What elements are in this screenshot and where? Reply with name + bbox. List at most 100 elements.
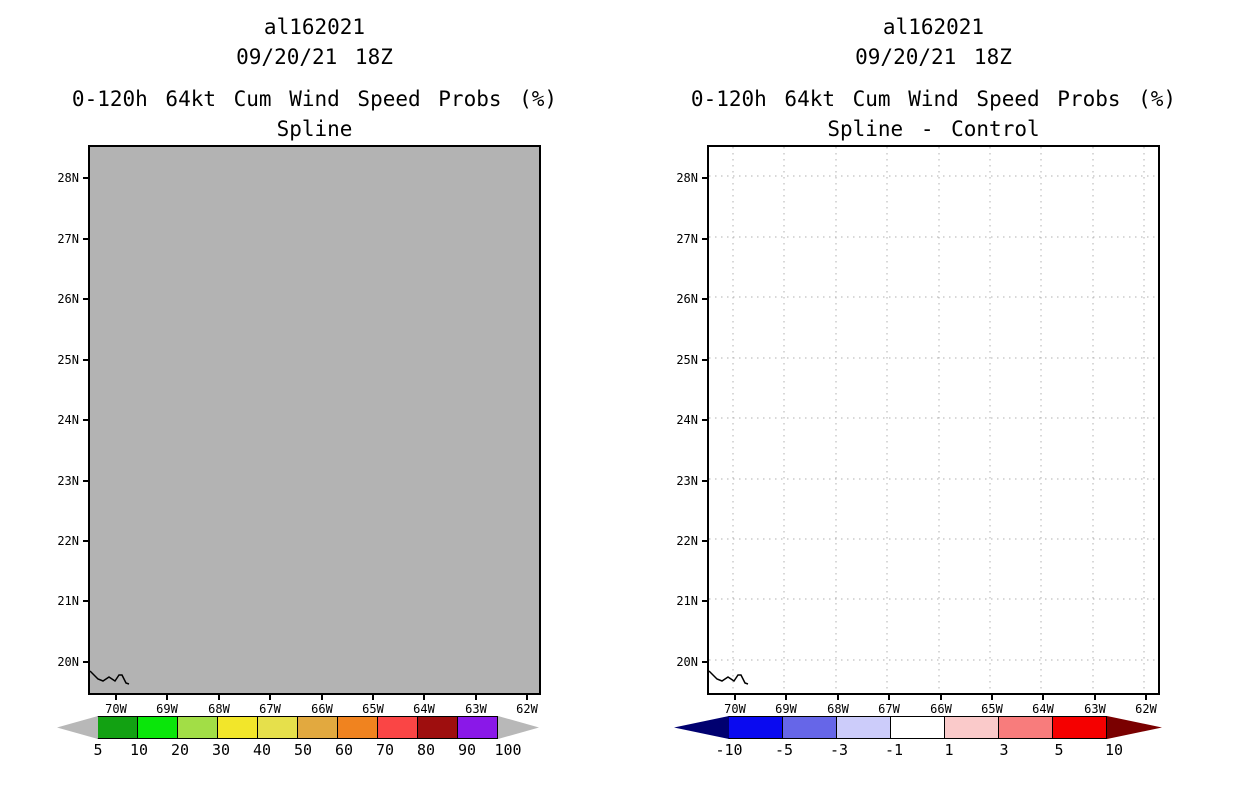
lat-tick-label: 28N (57, 171, 79, 185)
colorbar-segment (998, 716, 1053, 739)
init-time-title: 09/20/21 18Z (855, 45, 1012, 69)
storm-id-title: al162021 (882, 15, 985, 39)
colorbar-tick-label: -10 (715, 741, 743, 759)
lat-tick-label: 23N (676, 474, 698, 488)
colorbar-tick-label: 70 (375, 741, 395, 759)
colorbar-segment (836, 716, 891, 739)
lat-tick-mark (83, 238, 90, 240)
lon-tick-mark (837, 693, 839, 700)
lon-tick-label: 69W (156, 702, 178, 716)
lat-tick-label: 24N (57, 413, 79, 427)
colorbar-segment (782, 716, 837, 739)
product-title: 0-120h 64kt Cum Wind Speed Probs (%) (690, 87, 1177, 111)
lat-tick-mark (702, 661, 709, 663)
lon-tick-label: 64W (413, 702, 435, 716)
colorbar-left-arrow-icon (57, 716, 98, 739)
left-panel: al162021 09/20/21 18Z 0-120h 64kt Cum Wi… (57, 12, 557, 759)
lat-tick-mark (83, 177, 90, 179)
gridlines (709, 147, 1158, 693)
lon-tick-label: 66W (930, 702, 952, 716)
lat-tick-mark (83, 419, 90, 421)
storm-id-title: al162021 (263, 15, 366, 39)
lat-tick-mark (83, 661, 90, 663)
lon-tick-label: 63W (465, 702, 487, 716)
lon-tick-label: 63W (1084, 702, 1106, 716)
colorbar-tick-label: 3 (999, 741, 1009, 759)
lat-tick-label: 25N (676, 353, 698, 367)
lat-tick-label: 22N (57, 534, 79, 548)
lon-tick-mark (372, 693, 374, 700)
colorbar-tick-label: 30 (211, 741, 231, 759)
colorbar-tick-label: -3 (829, 741, 849, 759)
init-time-title: 09/20/21 18Z (236, 45, 393, 69)
lat-tick-mark (702, 238, 709, 240)
lat-tick-mark (83, 359, 90, 361)
lon-tick-mark (1145, 693, 1147, 700)
colorbar-tick-label: 80 (416, 741, 436, 759)
lat-tick-mark (702, 480, 709, 482)
right-title-block: al162021 09/20/21 18Z 0-120h 64kt Cum Wi… (691, 12, 1176, 144)
lat-tick-mark (83, 600, 90, 602)
lat-tick-label: 24N (676, 413, 698, 427)
colorbar-segment (890, 716, 945, 739)
lat-tick-label: 26N (676, 292, 698, 306)
colorbar-tick-label: 90 (457, 741, 477, 759)
colorbar-tick-label: 5 (93, 741, 103, 759)
colorbar-segment (417, 716, 458, 739)
lat-tick-mark (702, 540, 709, 542)
lat-tick-label: 21N (57, 594, 79, 608)
probability-colorbar (57, 716, 539, 739)
colorbar-tick-label: 100 (494, 741, 522, 759)
lon-tick-label: 70W (724, 702, 746, 716)
lon-tick-label: 65W (981, 702, 1003, 716)
lat-tick-mark (702, 600, 709, 602)
lat-tick-label: 20N (57, 655, 79, 669)
lon-tick-label: 66W (311, 702, 333, 716)
lon-tick-label: 64W (1032, 702, 1054, 716)
colorbar-tick-label: 40 (252, 741, 272, 759)
lon-tick-label: 65W (362, 702, 384, 716)
lat-tick-mark (83, 540, 90, 542)
lon-tick-label: 68W (208, 702, 230, 716)
lon-tick-mark (1042, 693, 1044, 700)
product-title: 0-120h 64kt Cum Wind Speed Probs (%) (71, 87, 558, 111)
lat-tick-mark (702, 419, 709, 421)
lat-tick-label: 20N (676, 655, 698, 669)
lon-tick-label: 69W (775, 702, 797, 716)
colorbar-segment (137, 716, 178, 739)
map-overlay (90, 670, 130, 685)
colorbar-tick-label: 5 (1054, 741, 1064, 759)
colorbar-right-arrow-icon (1107, 716, 1162, 739)
coastline (709, 670, 749, 685)
lon-tick-mark (166, 693, 168, 700)
lon-tick-label: 62W (516, 702, 538, 716)
colorbar-left-arrow-icon (674, 716, 729, 739)
lat-tick-label: 23N (57, 474, 79, 488)
lon-tick-mark (991, 693, 993, 700)
lon-tick-mark (423, 693, 425, 700)
lat-tick-mark (83, 480, 90, 482)
lon-tick-mark (888, 693, 890, 700)
colorbar-tick-label: -5 (774, 741, 794, 759)
colorbar-tick-label: 50 (293, 741, 313, 759)
lat-tick-label: 22N (676, 534, 698, 548)
colorbar-tick-label: 10 (1104, 741, 1124, 759)
left-title-block: al162021 09/20/21 18Z 0-120h 64kt Cum Wi… (72, 12, 557, 144)
lon-tick-label: 70W (105, 702, 127, 716)
lon-tick-label: 62W (1135, 702, 1157, 716)
colorbar-segment (217, 716, 258, 739)
colorbar-segment (1052, 716, 1107, 739)
lat-tick-label: 27N (57, 232, 79, 246)
right-panel: al162021 09/20/21 18Z 0-120h 64kt Cum Wi… (619, 0, 1236, 800)
lat-tick-label: 27N (676, 232, 698, 246)
lat-tick-mark (702, 177, 709, 179)
lat-tick-label: 28N (676, 171, 698, 185)
coastline (90, 670, 130, 685)
map-plot-area: 28N 27N 26N 25N 24N 23N 22N 21N 20N 70W … (676, 145, 1160, 715)
colorbar-segment (728, 716, 783, 739)
map-plot-area: 28N 27N 26N 25N 24N 23N 22N 21N 20N 70W … (57, 145, 541, 715)
colorbar-segment (97, 716, 138, 739)
colorbar-segment (257, 716, 298, 739)
lon-tick-mark (734, 693, 736, 700)
